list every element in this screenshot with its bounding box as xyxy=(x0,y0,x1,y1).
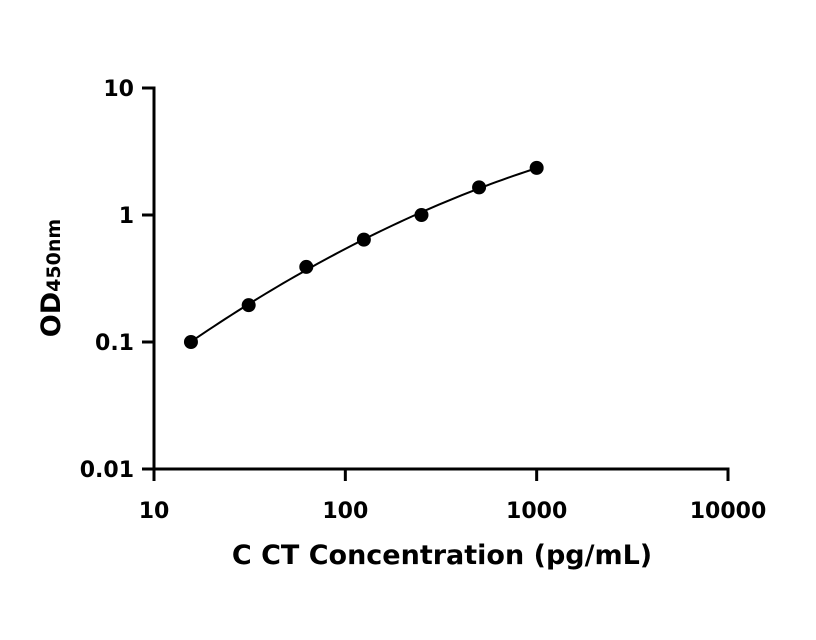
y-ticks: 0.01 0.1 1 10 xyxy=(80,77,154,483)
data-point xyxy=(356,232,371,247)
x-ticks: 10 100 1000 10000 xyxy=(139,469,767,524)
x-axis-title: C CT Concentration (pg/mL) xyxy=(232,540,652,571)
data-point xyxy=(183,335,198,349)
y-axis-title-main: OD xyxy=(36,292,67,337)
y-tick-label: 0.1 xyxy=(95,331,134,356)
y-tick-label: 1 xyxy=(119,204,134,229)
data-point xyxy=(241,298,256,313)
y-tick-label: 10 xyxy=(103,77,134,102)
data-point xyxy=(529,160,544,175)
x-tick-label: 10 xyxy=(139,499,170,524)
axes xyxy=(152,86,730,471)
y-axis-title-subscript: 450nm xyxy=(43,219,65,292)
x-tick-label: 10000 xyxy=(690,499,767,524)
fit-curve xyxy=(190,167,537,343)
x-tick-label: 1000 xyxy=(506,499,567,524)
y-axis-title: OD450nm xyxy=(36,219,67,337)
data-point xyxy=(414,208,429,222)
y-tick-label: 0.01 xyxy=(80,458,134,483)
data-point xyxy=(472,180,487,195)
data-points xyxy=(183,160,544,349)
x-tick-label: 100 xyxy=(322,499,368,524)
data-point xyxy=(299,259,314,274)
